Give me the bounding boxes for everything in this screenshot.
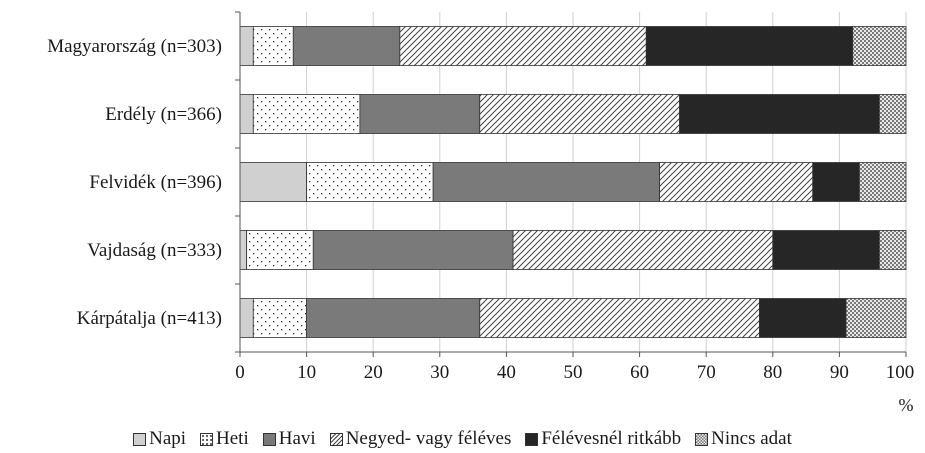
stacked-bar-chart: Magyarország (n=303) Erdély (n=366) Felvid… bbox=[47, 11, 914, 415]
bar-segment bbox=[858, 162, 907, 202]
legend-swatch bbox=[133, 432, 147, 446]
bar-segment bbox=[812, 162, 860, 202]
bar-segment bbox=[239, 26, 254, 66]
axes bbox=[235, 11, 907, 357]
x-tick-label: 60 bbox=[630, 362, 649, 383]
category-label: Kárpátalja (n=413) bbox=[77, 308, 222, 329]
bar-segment bbox=[399, 26, 647, 66]
legend-item: Nincs adat bbox=[695, 428, 792, 450]
legend-item: Havi bbox=[262, 428, 316, 450]
category-label: Felvidék (n=396) bbox=[89, 172, 222, 193]
legend: Napi Heti Havi Negyed- vagy féléves Félévesn… bbox=[0, 426, 925, 452]
x-tick-label: 20 bbox=[364, 362, 383, 383]
bar-segment bbox=[759, 298, 847, 338]
bar-segment bbox=[659, 162, 814, 202]
x-tick-label: 0 bbox=[235, 362, 245, 383]
legend-label: Havi bbox=[278, 428, 316, 449]
x-tick-label: 80 bbox=[763, 362, 782, 383]
bar-segment bbox=[252, 298, 308, 338]
legend-swatch bbox=[262, 432, 276, 446]
x-tick-label: 90 bbox=[830, 362, 849, 383]
bar-segment bbox=[432, 162, 660, 202]
bar-segment bbox=[878, 94, 907, 134]
legend-swatch bbox=[525, 432, 539, 446]
x-tick-label: 50 bbox=[564, 362, 583, 383]
legend-swatch bbox=[200, 432, 214, 446]
legend-label: Napi bbox=[149, 428, 187, 449]
bar-segment bbox=[306, 298, 481, 338]
legend-label: Nincs adat bbox=[711, 428, 792, 449]
bar-segment bbox=[312, 230, 514, 270]
x-tick-label: 10 bbox=[297, 362, 316, 383]
bar-segment bbox=[252, 94, 361, 134]
bar-segment bbox=[359, 94, 481, 134]
x-tick-label: 30 bbox=[430, 362, 449, 383]
bar-segment bbox=[239, 162, 307, 202]
bar-segment bbox=[645, 26, 854, 66]
legend-label: Heti bbox=[216, 428, 249, 449]
legend-item: Heti bbox=[200, 428, 249, 450]
x-unit-label: % bbox=[899, 395, 914, 415]
bar-segment bbox=[679, 94, 880, 134]
bar-segment bbox=[852, 26, 907, 66]
bar-segment bbox=[306, 162, 434, 202]
bar-segment bbox=[512, 230, 774, 270]
legend-swatch bbox=[329, 432, 343, 446]
bar-segment bbox=[246, 230, 314, 270]
bar-segment bbox=[239, 230, 248, 270]
x-tick-label: 40 bbox=[497, 362, 516, 383]
bar-segment bbox=[252, 26, 294, 66]
legend-label: Félévesnél ritkább bbox=[541, 428, 682, 449]
bar-segment bbox=[772, 230, 880, 270]
legend-label: Negyed- vagy féléves bbox=[345, 428, 512, 449]
bar-segment bbox=[239, 298, 254, 338]
x-tick-label: 70 bbox=[697, 362, 716, 383]
x-tick-label: 100 bbox=[886, 362, 915, 383]
legend-item: Félévesnél ritkább bbox=[525, 428, 681, 450]
bar-segment bbox=[479, 298, 760, 338]
category-label: Magyarország (n=303) bbox=[47, 36, 222, 57]
legend-item: Negyed- vagy féléves bbox=[329, 428, 512, 450]
legend-item: Napi bbox=[133, 428, 186, 450]
category-label: Vajdaság (n=333) bbox=[87, 240, 222, 261]
legend-swatch bbox=[695, 432, 709, 446]
bar-segment bbox=[239, 94, 254, 134]
bar-segment bbox=[292, 26, 401, 66]
bar-segment bbox=[878, 230, 907, 270]
labels: Magyarország (n=303) Erdély (n=366) Felvid… bbox=[47, 36, 914, 415]
bar-segment bbox=[845, 298, 907, 338]
bar-segment bbox=[479, 94, 680, 134]
bars bbox=[239, 26, 907, 338]
category-label: Erdély (n=366) bbox=[105, 104, 222, 125]
